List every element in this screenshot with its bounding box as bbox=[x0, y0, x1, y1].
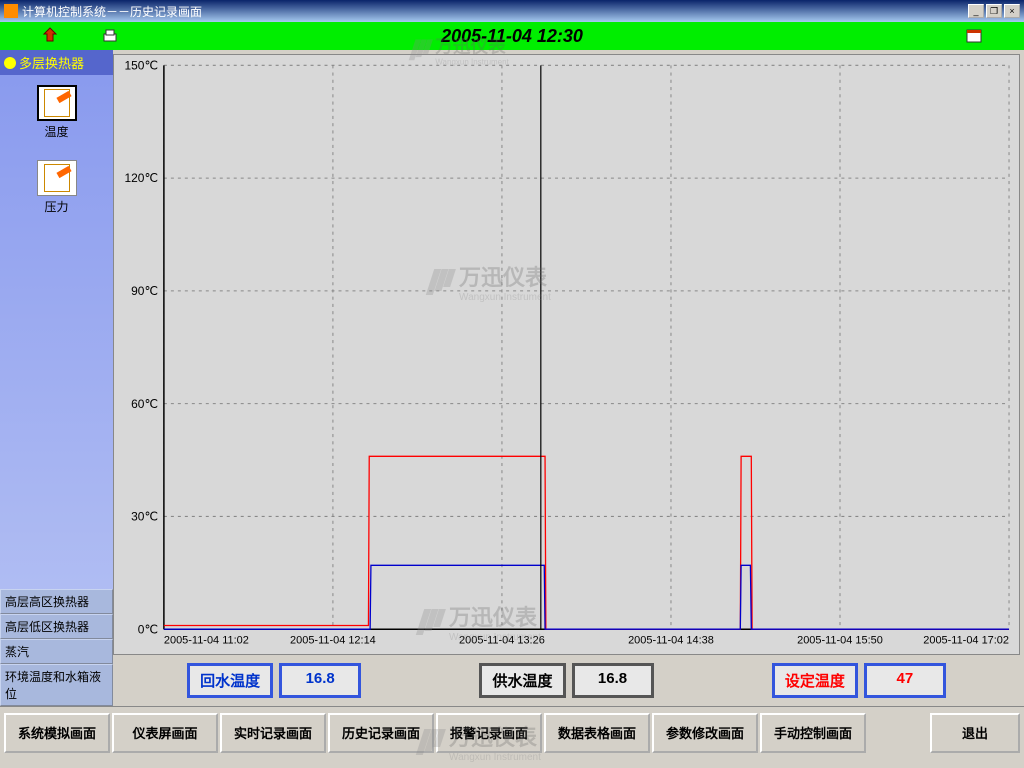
calendar-icon[interactable] bbox=[964, 26, 984, 46]
print-icon[interactable] bbox=[100, 26, 120, 46]
readout-group-0: 回水温度 16.8 bbox=[187, 663, 361, 698]
nav-button-1[interactable]: 仪表屏画面 bbox=[112, 713, 218, 753]
nav-button-5[interactable]: 数据表格画面 bbox=[544, 713, 650, 753]
app-icon bbox=[4, 4, 18, 18]
svg-text:0℃: 0℃ bbox=[138, 622, 158, 636]
svg-text:2005-11-04 13:26: 2005-11-04 13:26 bbox=[459, 635, 545, 647]
bottom-bar: 系统模拟画面仪表屏画面实时记录画面历史记录画面报警记录画面数据表格画面参数修改画… bbox=[0, 706, 1024, 758]
readout-value: 47 bbox=[864, 663, 946, 698]
header-datetime: 2005-11-04 12:30 bbox=[441, 26, 583, 47]
sidebar-item-label: 压力 bbox=[44, 198, 68, 215]
nav-button-0[interactable]: 系统模拟画面 bbox=[4, 713, 110, 753]
readout-value: 16.8 bbox=[572, 663, 654, 698]
header-bar: 2005-11-04 12:30 bbox=[0, 22, 1024, 50]
sidebar: 多层换热器 温度 压力 高层高区换热器高层低区换热器蒸汽环境温度和水箱液位 bbox=[0, 50, 113, 706]
nav-icon-1[interactable] bbox=[40, 26, 60, 46]
nav-button-3[interactable]: 历史记录画面 bbox=[328, 713, 434, 753]
svg-text:90℃: 90℃ bbox=[131, 284, 158, 298]
chart-container: 0℃ 30℃ 60℃ 90℃ 120℃ 150℃ 2005-11-04 11:02 2005-… bbox=[113, 50, 1024, 706]
readout-group-1: 供水温度 16.8 bbox=[479, 663, 653, 698]
window-titlebar: 计算机控制系统－－历史记录画面 _ ❐ × bbox=[0, 0, 1024, 22]
readout-value: 16.8 bbox=[279, 663, 361, 698]
exit-button[interactable]: 退出 bbox=[930, 713, 1020, 753]
nav-button-6[interactable]: 参数修改画面 bbox=[652, 713, 758, 753]
main-area: 多层换热器 温度 压力 高层高区换热器高层低区换热器蒸汽环境温度和水箱液位 0℃… bbox=[0, 50, 1024, 706]
svg-text:2005-11-04 17:02: 2005-11-04 17:02 bbox=[923, 635, 1009, 647]
svg-text:2005-11-04 12:14: 2005-11-04 12:14 bbox=[290, 635, 376, 647]
readout-label: 供水温度 bbox=[479, 663, 565, 698]
sidebar-bottom-btn-0[interactable]: 高层高区换热器 bbox=[0, 589, 113, 614]
nav-button-2[interactable]: 实时记录画面 bbox=[220, 713, 326, 753]
svg-text:30℃: 30℃ bbox=[131, 509, 158, 523]
history-chart: 0℃ 30℃ 60℃ 90℃ 120℃ 150℃ 2005-11-04 11:02 2005-… bbox=[114, 55, 1019, 654]
document-icon bbox=[37, 85, 77, 121]
close-button[interactable]: × bbox=[1004, 4, 1020, 18]
nav-button-7[interactable]: 手动控制画面 bbox=[760, 713, 866, 753]
svg-text:2005-11-04 15:50: 2005-11-04 15:50 bbox=[797, 635, 883, 647]
readout-label: 回水温度 bbox=[187, 663, 273, 698]
readout-label: 设定温度 bbox=[772, 663, 858, 698]
minimize-button[interactable]: _ bbox=[968, 4, 984, 18]
svg-text:60℃: 60℃ bbox=[131, 397, 158, 411]
readout-group-2: 设定温度 47 bbox=[772, 663, 946, 698]
sidebar-bottom-btn-3[interactable]: 环境温度和水箱液位 bbox=[0, 664, 113, 706]
maximize-button[interactable]: ❐ bbox=[986, 4, 1002, 18]
nav-button-4[interactable]: 报警记录画面 bbox=[436, 713, 542, 753]
window-title: 计算机控制系统－－历史记录画面 bbox=[22, 3, 202, 20]
svg-text:2005-11-04 11:02: 2005-11-04 11:02 bbox=[164, 635, 249, 647]
svg-text:150℃: 150℃ bbox=[125, 58, 158, 72]
sidebar-bottom-btn-1[interactable]: 高层低区换热器 bbox=[0, 614, 113, 639]
sidebar-bottom-btn-2[interactable]: 蒸汽 bbox=[0, 639, 113, 664]
chart-box: 0℃ 30℃ 60℃ 90℃ 120℃ 150℃ 2005-11-04 11:02 2005-… bbox=[113, 54, 1020, 655]
sidebar-item-label: 温度 bbox=[44, 123, 68, 140]
bulb-icon bbox=[4, 57, 16, 69]
sidebar-header: 多层换热器 bbox=[0, 50, 113, 75]
svg-text:2005-11-04 14:38: 2005-11-04 14:38 bbox=[628, 635, 714, 647]
document-icon bbox=[37, 160, 77, 196]
readout-row: 回水温度 16.8 供水温度 16.8 设定温度 47 bbox=[113, 655, 1020, 706]
sidebar-header-label: 多层换热器 bbox=[19, 53, 84, 72]
sidebar-item-0[interactable]: 温度 bbox=[0, 75, 113, 150]
sidebar-item-1[interactable]: 压力 bbox=[0, 150, 113, 225]
svg-text:120℃: 120℃ bbox=[125, 171, 158, 185]
